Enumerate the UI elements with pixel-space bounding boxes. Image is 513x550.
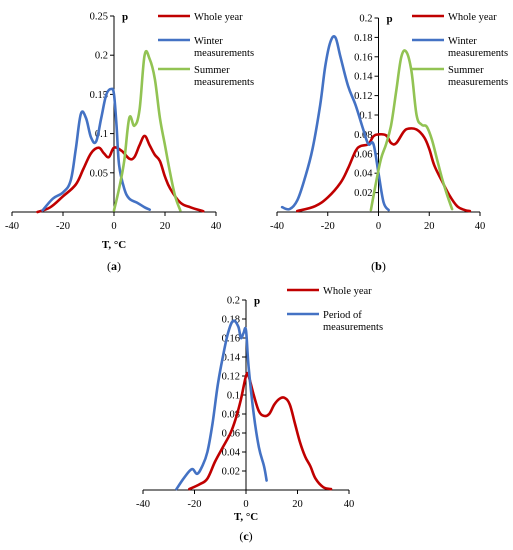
panel-label-close: ) [382, 259, 386, 273]
panel-label-open: ( [107, 259, 111, 273]
x-tick-label: -40 [270, 221, 284, 232]
y-tick-label: 0.18 [222, 315, 240, 326]
y-tick-label: 0.16 [222, 334, 240, 345]
x-tick-label: -40 [136, 499, 150, 510]
panel-label-open: ( [239, 529, 243, 543]
y-tick-label: 0.2 [359, 14, 372, 25]
panel-label: (c) [239, 529, 252, 543]
y-tick-label: 0.2 [227, 296, 240, 307]
legend-entry: Summer [194, 65, 230, 76]
x-tick-label: -20 [321, 221, 335, 232]
panel-label-close: ) [249, 529, 253, 543]
y-axis-label: p [387, 13, 393, 25]
legend-entry: measurements [323, 322, 383, 333]
y-tick-label: 0.08 [354, 130, 372, 141]
y-tick-label: 0.08 [222, 410, 240, 421]
panel-label-letter: c [243, 529, 249, 543]
legend-entry: measurements [448, 77, 508, 88]
series-line-period [175, 319, 268, 491]
y-axis-label: p [254, 295, 260, 307]
legend-entry: Whole year [323, 286, 372, 297]
legend-entry: Whole year [194, 12, 243, 23]
panel-label-letter: b [375, 259, 382, 273]
x-tick-label: 20 [160, 221, 171, 232]
x-tick-label: 20 [292, 499, 303, 510]
y-tick-label: 0.02 [354, 188, 372, 199]
x-tick-label: 0 [111, 221, 116, 232]
legend-entry: Whole year [448, 12, 497, 23]
y-tick-label: 0.15 [90, 90, 108, 101]
legend-entry: measurements [448, 48, 508, 59]
y-tick-label: 0.16 [354, 52, 372, 63]
series-line-whole_year [188, 371, 333, 491]
legend-entry: Winter [448, 36, 477, 47]
series-line-winter [280, 35, 390, 212]
legend-entry: measurements [194, 48, 254, 59]
chart-panel-c: -40 -20 0 20 400.020.040.060.080.10.120.140.… [136, 286, 383, 543]
series-line-whole_year [36, 134, 205, 214]
series-line-summer [369, 49, 454, 212]
x-tick-label: 40 [344, 499, 355, 510]
legend-entry: Period of [323, 310, 362, 321]
series-line-winter [41, 87, 151, 212]
y-tick-label: 0.1 [359, 111, 372, 122]
y-tick-label: 0.18 [354, 33, 372, 44]
y-tick-label: 0.2 [95, 51, 108, 62]
legend-entry: measurements [194, 77, 254, 88]
x-tick-label: -20 [56, 221, 70, 232]
legend-entry: Winter [194, 36, 223, 47]
panel-label-close: ) [117, 259, 121, 273]
x-tick-label: -20 [188, 499, 202, 510]
x-tick-label: 40 [475, 221, 486, 232]
chart-panel-b: -40 -20 0 20 40 0.02 0.04 0.06 0.08 0.1 0.12 0.14 0.… [270, 12, 508, 273]
y-tick-label: 0.06 [354, 149, 372, 160]
panel-label: (a) [107, 259, 121, 273]
x-tick-label: 20 [424, 221, 435, 232]
y-tick-label: 0.1 [227, 391, 240, 402]
x-axis-label: T, °C [102, 239, 126, 251]
y-tick-label: 0.25 [90, 12, 108, 23]
y-tick-label: 0.12 [354, 91, 372, 102]
x-tick-label: 40 [211, 221, 222, 232]
y-tick-label: 0.14 [354, 72, 373, 83]
panel-label-letter: a [111, 259, 117, 273]
x-tick-label: 0 [243, 499, 248, 510]
y-tick-label: 0.02 [222, 467, 240, 478]
chart-panel-a: -40 -20 0 20 40 0.05 0.1 0.15 0.2 0.25 p T, °C Whole… [5, 11, 254, 273]
y-tick-label: 0.05 [90, 168, 108, 179]
y-tick-label: 0.14 [222, 353, 241, 364]
legend-entry: Summer [448, 65, 484, 76]
panel-label: (b) [371, 259, 386, 273]
series-line-summer [112, 49, 182, 212]
x-tick-label: 0 [376, 221, 381, 232]
panel-label-open: ( [371, 259, 375, 273]
y-tick-label: 0.1 [95, 129, 108, 140]
y-axis-label: p [122, 11, 128, 23]
y-tick-label: 0.12 [222, 372, 240, 383]
x-axis-label: T, °C [234, 511, 258, 523]
x-tick-label: -40 [5, 221, 19, 232]
y-tick-label: 0.04 [222, 448, 241, 459]
y-tick-label: 0.04 [354, 169, 373, 180]
